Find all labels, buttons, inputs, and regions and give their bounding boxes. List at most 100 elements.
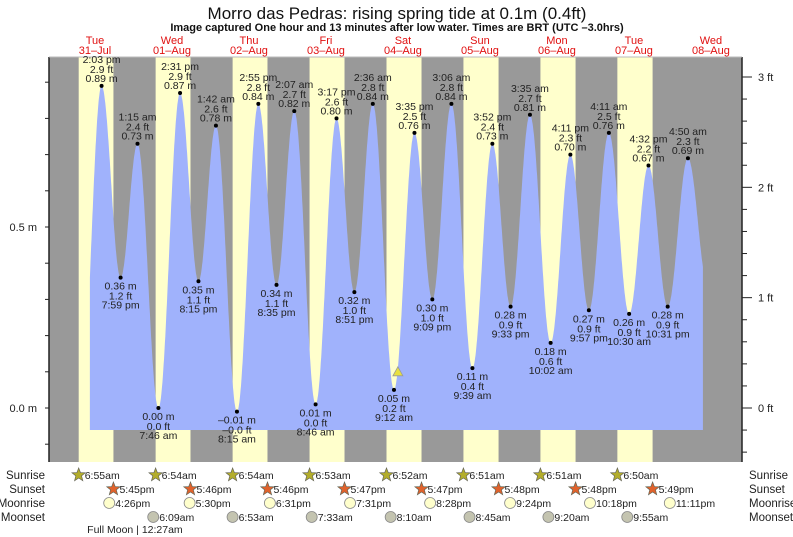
tide-label-ft: 1.0 ft: [343, 305, 366, 317]
moonset-time: 6:09am: [159, 512, 194, 524]
tide-dot: [508, 304, 513, 309]
tide-label-m: 0.84 m: [435, 91, 467, 103]
tide-label-ft: 2.5 ft: [403, 111, 426, 123]
tide-label-time: 2:31 pm: [161, 61, 199, 73]
moonset-icon: [621, 511, 634, 523]
tide-dot: [646, 163, 651, 168]
tide-label-ft: 2.4 ft: [481, 122, 504, 134]
tide-label-m: 0.89 m: [86, 73, 118, 85]
high-tide-point: 1:15 am2.4 ft0.73 m: [119, 112, 157, 146]
tide-label-time: 10:02 am: [529, 365, 573, 377]
tide-dot: [470, 366, 475, 371]
sunrise-time: 6:50am: [623, 470, 658, 482]
tide-label-ft: 2.4 ft: [126, 122, 149, 134]
moonset-time: 9:55am: [633, 512, 668, 524]
tide-label-time: 3:17 pm: [318, 86, 356, 98]
low-tide-point: 0.34 m1.1 ft8:35 pm: [258, 282, 296, 319]
tide-label-m: 0.32 m: [338, 295, 370, 307]
tide-label-m: 0.26 m: [613, 317, 645, 329]
low-tide-point: 0.27 m0.9 ft9:57 pm: [570, 308, 608, 344]
tide-label-ft: 0.4 ft: [461, 381, 484, 393]
day-date: 05–Aug: [461, 45, 499, 57]
moonset-icon: [384, 511, 397, 523]
tide-label-ft: 1.1 ft: [187, 294, 210, 306]
day-name: Sun: [470, 35, 490, 47]
moonrise-icon: [504, 497, 517, 509]
right-tick-label: 3 ft: [758, 72, 773, 84]
tide-label-time: 2:03 pm: [83, 54, 121, 66]
moonrise-row-label: Moonrise: [0, 498, 45, 510]
low-tide-point: –0.01 m–0.0 ft8:15 am: [218, 409, 256, 446]
sunrise-time: 6:52am: [392, 470, 427, 482]
tide-label-ft: 0.0 ft: [147, 421, 170, 433]
low-tide-point: 0.01 m0.0 ft8:46 am: [297, 402, 335, 438]
tide-label-m: 0.01 m: [300, 407, 332, 419]
tide-label-time: 3:06 am: [432, 72, 470, 84]
tide-label-ft: 2.8 ft: [440, 82, 463, 94]
moonrise-time: 10:18pm: [596, 498, 637, 510]
tide-label-time: 3:35 am: [511, 83, 549, 95]
tide-label-m: 0.76 m: [398, 120, 430, 132]
tide-label-m: 0.84 m: [242, 91, 274, 103]
tide-label-m: 0.30 m: [416, 302, 448, 314]
day-name: Thu: [239, 35, 258, 47]
moonrise-icon: [663, 497, 676, 509]
tide-label-m: 0.11 m: [457, 371, 489, 383]
day-date: 31–Jul: [79, 45, 111, 57]
tide-label-m: 0.76 m: [593, 120, 625, 132]
day-name: Tue: [86, 35, 105, 47]
tide-label-m: 0.67 m: [632, 152, 664, 164]
tide-label-m: 0.28 m: [652, 310, 684, 322]
tide-label-ft: 1.2 ft: [109, 291, 132, 303]
tide-dot: [313, 402, 318, 407]
sunset-icon: [259, 481, 276, 496]
tide-label-ft: 2.2 ft: [637, 143, 660, 155]
low-tide-point: 0.35 m1.1 ft8:15 pm: [179, 279, 218, 315]
tide-label-ft: 0.9 ft: [656, 320, 679, 332]
day-labels: Tue31–JulWed01–AugThu02–AugFri03–AugSat0…: [79, 35, 730, 57]
moonset-row-label-right: Moonset: [749, 512, 793, 524]
right-tick-label: 2 ft: [758, 182, 773, 194]
sunrise-time: 6:54am: [239, 470, 274, 482]
tide-label-time: 8:51 pm: [335, 314, 373, 326]
tide-label-time: 8:15 am: [218, 434, 256, 446]
day-name: Wed: [700, 35, 722, 47]
tide-dot: [352, 290, 357, 295]
sunrise-icon: [71, 467, 87, 482]
high-tide-point: 2:36 am2.8 ft0.84 m: [354, 72, 392, 106]
day-date: 06–Aug: [538, 45, 576, 57]
sunset-icon: [644, 481, 661, 496]
day-date: 01–Aug: [153, 45, 191, 57]
sunrise-icon: [455, 467, 472, 482]
tide-label-time: 9:57 pm: [570, 332, 608, 344]
sunrise-row-label: Sunrise: [6, 470, 45, 482]
low-tide-point: 0.36 m1.2 ft7:59 pm: [102, 275, 140, 312]
moonset-icon: [463, 511, 476, 523]
day-name: Tue: [625, 35, 644, 47]
moonrise-time: 5:30pm: [196, 498, 231, 510]
low-tide-point: 0.32 m1.0 ft8:51 pm: [335, 290, 374, 326]
tide-dot: [292, 109, 297, 114]
sunset-icon: [336, 481, 353, 496]
tide-label-m: 0.81 m: [514, 102, 546, 114]
sunrise-row-label-right: Sunrise: [749, 470, 788, 482]
sunrise-time: 6:51am: [469, 470, 504, 482]
tide-label-m: 0.36 m: [105, 281, 137, 293]
tide-label-m: 0.73 m: [476, 131, 508, 143]
tide-label-m: 0.84 m: [357, 91, 389, 103]
tide-label-time: 2:55 pm: [239, 72, 277, 84]
extreme-labels: 2:03 pm2.9 ft0.89 m 0.36 m1.2 ft7:59 pm 1:…: [83, 54, 708, 446]
tide-label-time: 2:07 am: [275, 79, 313, 91]
tide-dot: [391, 387, 396, 392]
high-tide-point: 2:55 pm2.8 ft0.84 m: [239, 72, 278, 106]
tide-dot: [412, 130, 417, 135]
moonset-time: 9:20am: [554, 512, 589, 524]
tide-dot: [274, 282, 279, 287]
moonrise-time: 4:26pm: [115, 498, 150, 510]
tide-label-time: 10:30 am: [607, 336, 651, 348]
high-tide-point: 2:03 pm2.9 ft0.89 m: [83, 54, 121, 88]
tide-dot: [196, 279, 201, 284]
